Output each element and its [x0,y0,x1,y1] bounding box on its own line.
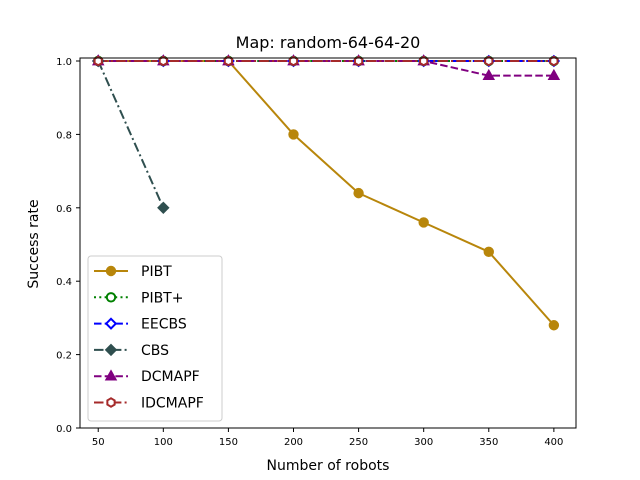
data-point-pibt [483,246,494,258]
data-point-idcmapf [158,55,168,67]
data-point-pibt [548,320,560,331]
data-point-idcmapf [549,55,559,67]
x-axis-label: Number of robots [267,458,390,474]
plot-area-frame [79,57,577,429]
y-tick-label: 0.6 [56,204,72,215]
data-point-idcmapf [419,55,429,67]
legend-marker-pibt [105,265,117,277]
y-tick-label: 0.8 [56,130,72,141]
data-point-pibt [353,187,364,199]
data-point-idcmapf [484,55,494,67]
x-tick-label: 200 [284,437,303,448]
data-point-idcmapf [223,55,234,67]
legend-label-eecbs: EECBS [141,317,187,333]
data-point-idcmapf [288,55,299,67]
y-tick-label: 0.2 [56,351,72,362]
data-point-cbs [157,201,170,215]
legend-label-dcmapf: DCMAPF [141,369,200,385]
axis-ticks: 50 100 150 200 250 300 350 400 0.0 0.2 0.4 0.6 0.8 1.… [56,57,563,448]
series-layer [97,60,555,326]
legend-marker-cbs [104,343,118,357]
x-tick-label: 100 [154,437,173,448]
x-tick-label: 300 [414,437,433,448]
legend-marker-pibt- [105,292,117,303]
y-axis-label: Success rate [26,199,42,288]
legend-label-pibt-: PIBT+ [141,290,183,306]
x-tick-label: 350 [479,437,498,448]
legend: PIBT PIBT+ EECBS CBS DCMAPF IDCMAPF [87,255,223,422]
y-tick-label: 0.0 [56,424,72,435]
data-point-pibt [288,129,299,140]
x-tick-label: 400 [544,437,563,448]
data-point-dcmapf [547,68,561,81]
x-tick-label: 150 [219,437,238,448]
chart-title: Map: random-64-64-20 [236,33,421,52]
data-point-dcmapf [482,68,496,81]
series-line-cbs [97,60,165,209]
data-point-idcmapf [353,55,364,67]
x-tick-label: 250 [349,437,368,448]
y-tick-label: 1.0 [56,57,72,68]
y-tick-label: 0.4 [56,277,72,288]
markers-layer [91,54,561,331]
legend-label-cbs: CBS [141,343,169,359]
legend-marker-idcmapf [106,397,116,408]
legend-label-pibt: PIBT [141,264,172,280]
x-tick-label: 50 [92,437,105,448]
legend-marker-dcmapf [104,369,118,381]
data-point-idcmapf [93,55,103,67]
legend-label-idcmapf: IDCMAPF [141,396,204,412]
data-point-pibt [418,217,429,228]
legend-marker-eecbs [104,317,118,330]
